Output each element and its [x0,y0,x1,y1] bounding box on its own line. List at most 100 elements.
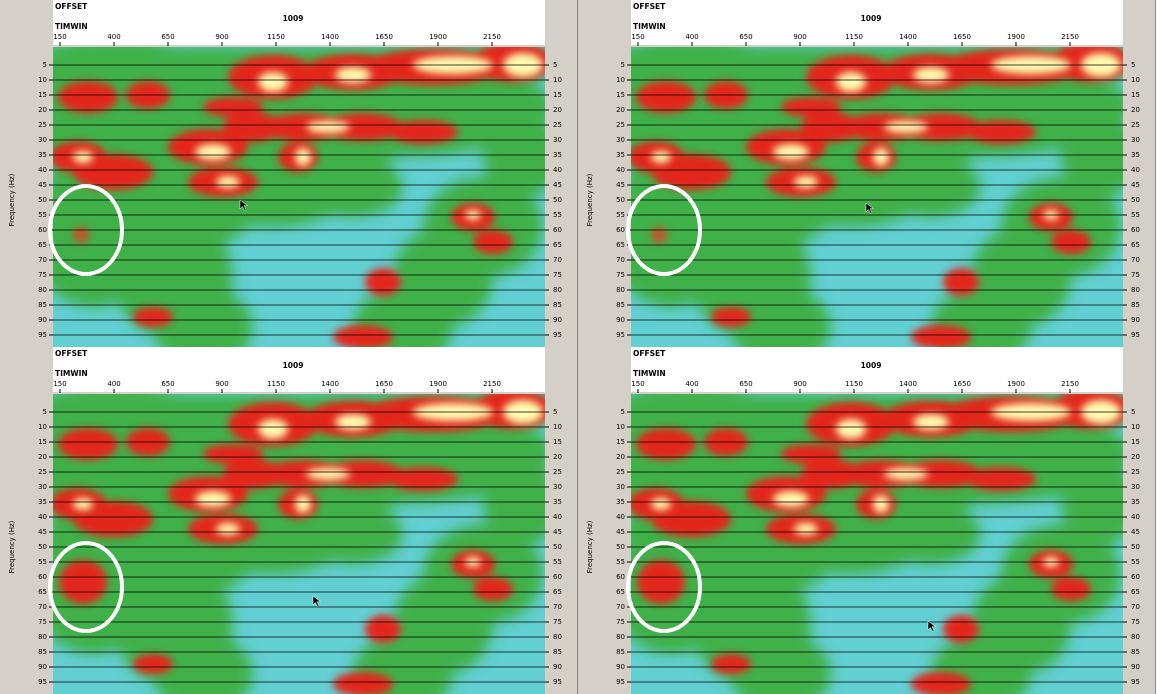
y-tick-label: 70 [616,603,625,611]
heat-region [943,615,979,643]
y-tick-label-right: 10 [553,423,562,431]
y-tick-label: 95 [616,331,625,339]
heat-region [483,464,545,544]
y-tick-label: 85 [38,648,47,656]
heat-region [966,120,1036,144]
y-tick-label-right: 5 [553,408,557,416]
heat-region [223,459,283,489]
heat-region [223,112,283,142]
x-tick-label: 1650 [375,380,393,388]
x-tick-label: 400 [107,33,120,41]
heat-region [771,494,931,574]
heat-region [365,615,401,643]
y-tick-label-right: 40 [1131,513,1140,521]
heat-region [195,144,231,160]
y-tick-label: 75 [616,271,625,279]
y-tick-label: 10 [616,423,625,431]
x-tick-label: 1900 [1007,33,1025,41]
x-tick-label: 150 [631,380,644,388]
y-tick-label-right: 30 [553,483,562,491]
y-tick-label-right: 40 [1131,166,1140,174]
heat-region [303,504,403,564]
heat-region [295,495,311,513]
heat-region [841,113,921,141]
header-bar [53,347,545,392]
y-tick-label-right: 45 [1131,181,1140,189]
heat-region [731,287,831,347]
heat-region [801,459,861,489]
heat-region [901,113,981,141]
y-tick-label-right: 50 [1131,196,1140,204]
y-tick-label-right: 55 [553,211,562,219]
y-tick-label-right: 45 [553,181,562,189]
y-tick-label: 70 [38,256,47,264]
heat-region [1061,464,1123,544]
heat-region [365,268,401,296]
x-tick-label: 2150 [483,33,501,41]
y-axis-title: Frequency (Hz) [8,520,16,573]
heat-region [73,227,89,243]
window-label: TIMWIN [55,22,88,31]
y-tick-label: 90 [38,316,47,324]
y-tick-label-right: 65 [553,588,562,596]
heat-region [651,498,671,510]
y-tick-label-right: 15 [553,91,562,99]
heat-region [801,112,861,142]
y-tick-label-right: 95 [553,331,562,339]
heat-region [841,460,921,488]
x-tick-label: 900 [215,33,228,41]
y-tick-label: 25 [616,121,625,129]
x-tick-label: 1650 [953,33,971,41]
y-tick-label-right: 95 [1131,331,1140,339]
heat-region [295,148,311,166]
heat-region [73,151,93,163]
y-tick-label-right: 85 [553,301,562,309]
y-tick-label: 70 [38,603,47,611]
y-tick-label: 40 [38,166,47,174]
heat-region [323,113,403,141]
y-tick-label: 75 [38,618,47,626]
y-tick-label-right: 40 [553,513,562,521]
y-tick-label-right: 50 [553,543,562,551]
heat-region [306,468,350,480]
highlight-circle [626,184,702,276]
y-tick-label: 90 [616,316,625,324]
heat-region [335,67,371,83]
heat-yellow [73,400,543,567]
y-tick-label: 65 [616,241,625,249]
heat-region [943,268,979,296]
y-axis-title: Frequency (Hz) [8,173,16,226]
heat-region [637,560,685,604]
y-tick-label: 45 [616,528,625,536]
heat-region [711,654,751,674]
y-tick-label-right: 80 [1131,286,1140,294]
y-tick-label: 5 [621,61,625,69]
heat-region [873,495,889,513]
y-tick-label: 50 [38,196,47,204]
y-tick-label-right: 5 [1131,61,1135,69]
offset-label: OFFSET [55,2,88,11]
header-bar [631,347,1123,392]
center-value: 1009 [283,14,304,23]
window-label: TIMWIN [633,369,666,378]
y-tick-label: 80 [38,286,47,294]
y-tick-label-right: 80 [1131,633,1140,641]
y-tick-label-right: 30 [553,136,562,144]
heat-region [773,144,809,160]
y-tick-label-right: 25 [553,468,562,476]
y-tick-label-right: 60 [553,573,562,581]
heat-region [258,72,288,92]
y-tick-label: 55 [616,211,625,219]
y-tick-label: 35 [38,151,47,159]
y-tick-label: 60 [616,226,625,234]
heat-region [884,468,928,480]
y-tick-label-right: 65 [1131,588,1140,596]
heat-region [306,121,350,133]
y-tick-label-right: 30 [1131,483,1140,491]
y-tick-label: 25 [38,468,47,476]
heat-region [636,81,696,113]
y-tick-label: 5 [621,408,625,416]
x-tick-label: 150 [53,380,66,388]
y-tick-label-right: 80 [553,633,562,641]
